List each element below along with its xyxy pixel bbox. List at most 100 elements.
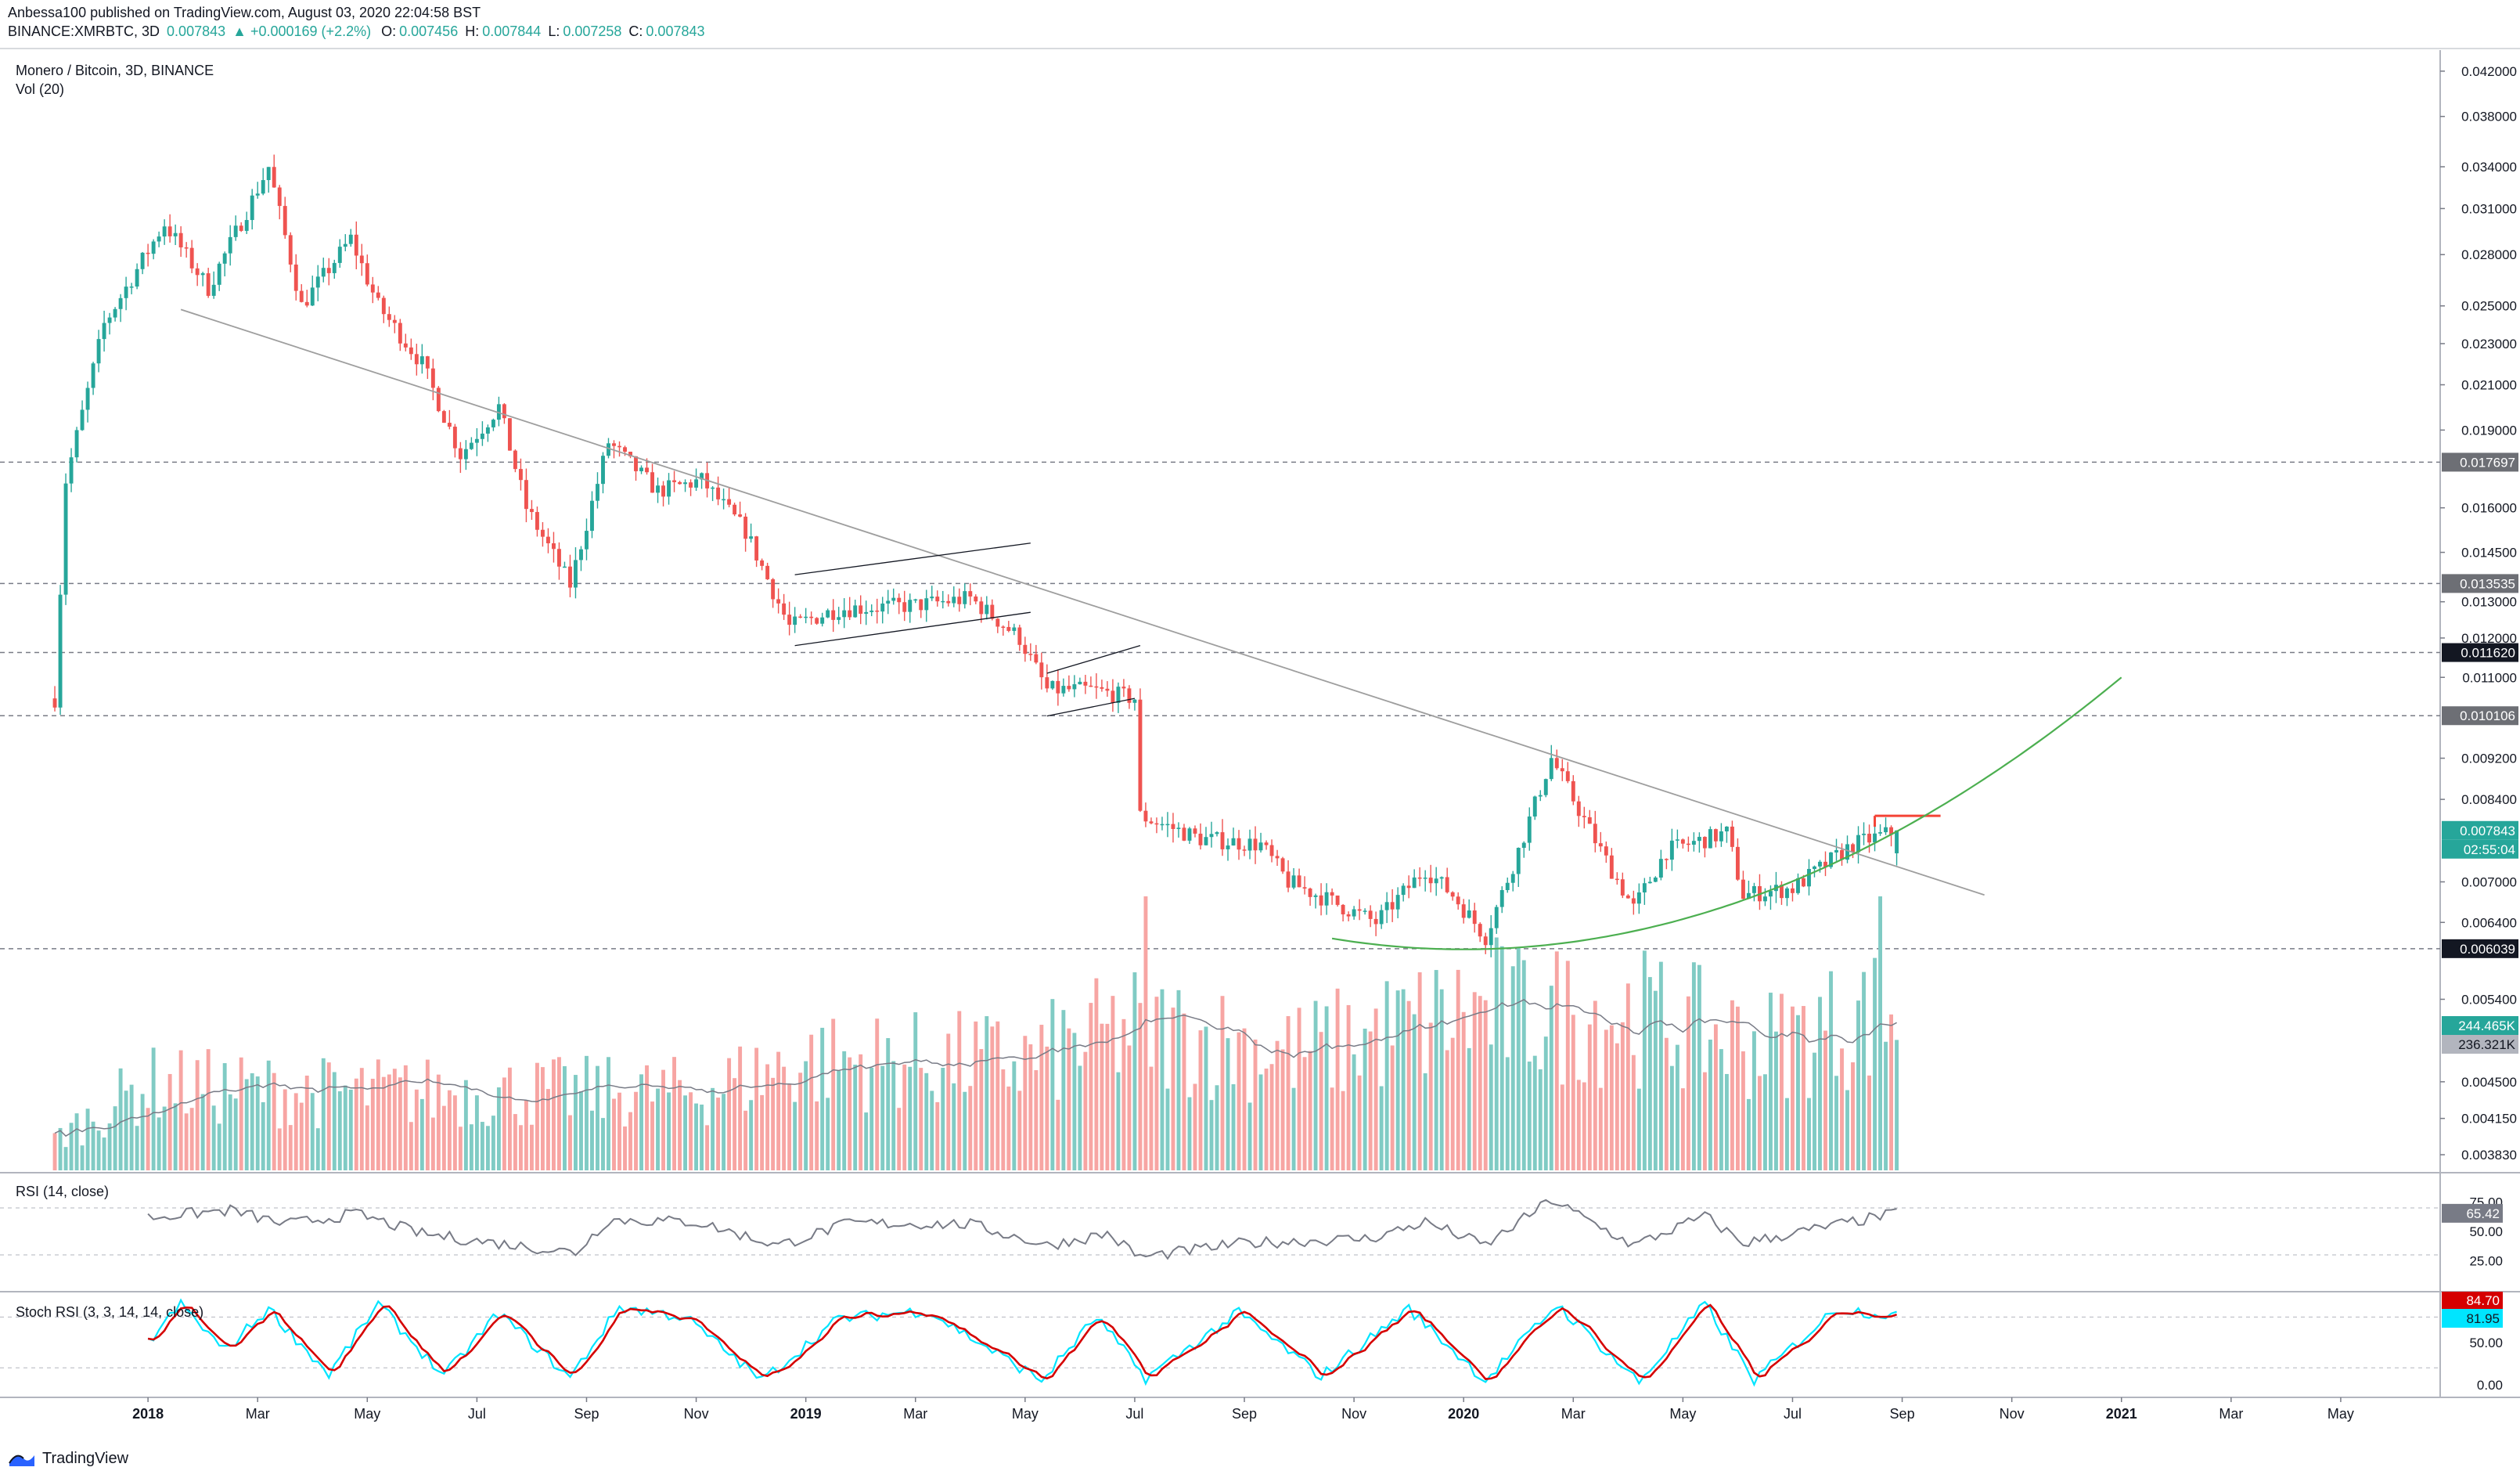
candle-body (1138, 699, 1143, 811)
volume-bar (206, 1049, 211, 1170)
candle-body (771, 579, 776, 600)
candle-body (760, 560, 765, 566)
volume-bar (1889, 1014, 1894, 1170)
price-axis-label: 0.011000 (2462, 670, 2517, 685)
volume-bar (743, 1110, 748, 1170)
candle-body (700, 473, 704, 480)
candle-body (524, 480, 528, 510)
candle-body (1840, 849, 1844, 860)
volume-bar (1757, 1076, 1762, 1170)
candle-body (935, 597, 940, 602)
low-label: L: (548, 23, 560, 39)
candle-body (1231, 838, 1236, 846)
candle-body (1658, 859, 1663, 878)
volume-bar (1642, 950, 1647, 1170)
volume-bar (1576, 1080, 1581, 1170)
stoch-k-line (147, 1298, 1897, 1387)
volume-bar (1724, 1073, 1729, 1170)
candle-body (1226, 845, 1230, 849)
volume-bar (524, 1100, 528, 1170)
candle-body (1878, 832, 1882, 834)
volume-bar (1105, 1023, 1110, 1170)
time-axis-label: Mar (246, 1406, 270, 1422)
candle-body (348, 234, 353, 244)
candle-body (211, 284, 216, 296)
volume-bar (1308, 1051, 1312, 1170)
volume-bar (458, 1127, 463, 1170)
volume-bar (1554, 951, 1559, 1170)
stoch-title: Stoch RSI (3, 3, 14, 14, close) (16, 1304, 203, 1320)
candle-body (826, 610, 830, 618)
candle-body (930, 597, 934, 599)
volume-bar (574, 1075, 578, 1170)
candle-body (1006, 626, 1011, 631)
volume-bar (491, 1116, 495, 1170)
candle-body (563, 566, 567, 568)
volume-bar (1198, 1030, 1203, 1170)
candle-body (1791, 888, 1795, 893)
volume-bar (1395, 990, 1400, 1170)
volume-bar (354, 1078, 358, 1170)
candle-body (545, 536, 550, 543)
candle-body (1406, 885, 1411, 889)
trendline-channel-jun-bottom (1046, 698, 1136, 717)
volume-bar (864, 1112, 869, 1170)
candle-body (1669, 840, 1674, 860)
candle-body (1384, 902, 1389, 910)
candle-body (1867, 834, 1871, 843)
candle-body (299, 290, 304, 302)
candle-body (1472, 910, 1477, 925)
candle-body (1089, 685, 1093, 687)
candle-body (129, 287, 134, 288)
candle-body (1680, 839, 1685, 844)
candle-body (195, 268, 200, 276)
volume-bar (1796, 1015, 1800, 1170)
volume-bar (798, 1072, 803, 1170)
time-axis-label: 2021 (2106, 1406, 2137, 1422)
rsi-current-label: 65.42 (2466, 1206, 2500, 1221)
volume-bar (69, 1123, 74, 1170)
volume-bar (1231, 1083, 1236, 1170)
volume-bar (596, 1065, 599, 1170)
volume-bar (261, 1101, 265, 1170)
candle-body (645, 467, 649, 473)
candle-body (689, 482, 693, 488)
low-value: 0.007258 (563, 23, 622, 39)
volume-current-box (2442, 1016, 2518, 1035)
candle-body (1056, 680, 1060, 694)
volume-bar (738, 1046, 743, 1170)
candle-body (837, 617, 841, 620)
candle-body (1829, 852, 1833, 867)
volume-bar (891, 1061, 896, 1170)
candle-body (463, 449, 468, 460)
volume-bar (1516, 946, 1521, 1170)
candle-body (1691, 841, 1696, 845)
candle-body (1198, 833, 1203, 845)
ohlc-line: BINANCE:XMRBTC, 3D 0.007843 ▲ +0.000169 … (8, 23, 708, 40)
volume-bar (930, 1090, 934, 1170)
volume-bar (1867, 1075, 1871, 1170)
volume-bar (1565, 961, 1570, 1170)
volume-bar (617, 1092, 621, 1170)
volume-bar (963, 1091, 967, 1170)
candle-body (639, 467, 643, 471)
candle-body (1620, 879, 1625, 896)
volume-bar (1406, 1000, 1411, 1170)
volume-bar (1818, 997, 1822, 1170)
candle-body (1664, 859, 1669, 860)
candle-body (1428, 878, 1433, 884)
candle-body (842, 610, 847, 618)
time-axis-label: Jul (1784, 1406, 1802, 1422)
volume-bar (869, 1067, 874, 1170)
price-axis-label: 0.003830 (2461, 1148, 2517, 1163)
volume-bar (1780, 993, 1784, 1170)
candle-body (178, 233, 183, 248)
candle-body (1571, 780, 1575, 802)
volume-bar (1499, 946, 1504, 1170)
candle-body (1856, 835, 1860, 853)
close-value: 0.007843 (646, 23, 705, 39)
volume-bar (1187, 1097, 1192, 1170)
candle-body (1215, 832, 1219, 835)
volume-bar (1669, 1065, 1674, 1170)
